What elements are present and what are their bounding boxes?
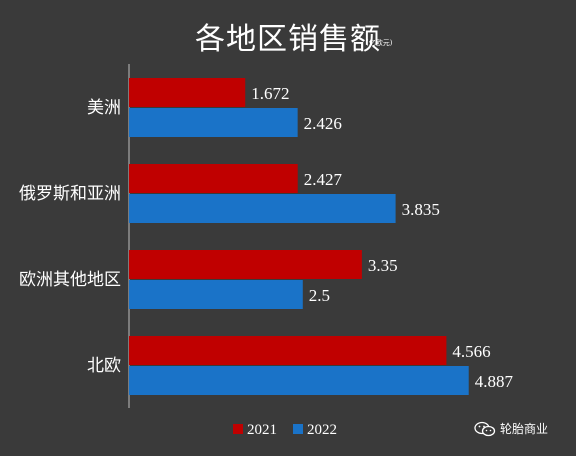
category-label: 美洲: [87, 98, 121, 118]
watermark: 轮胎商业: [474, 420, 548, 437]
bar-2021: [129, 78, 246, 107]
category-label: 北欧: [87, 356, 121, 376]
bar-2022: [129, 366, 469, 395]
data-label: 1.672: [251, 84, 289, 103]
chart-title: 各地区销售额: [195, 22, 381, 57]
data-label: 3.835: [402, 200, 440, 219]
bar-2021: [129, 250, 362, 279]
chart-unit: (亿欧元): [366, 39, 393, 47]
data-label: 4.566: [452, 342, 490, 361]
watermark-text: 轮胎商业: [500, 422, 549, 436]
data-label: 2.5: [309, 286, 330, 305]
data-label: 2.427: [304, 170, 343, 189]
data-label: 4.887: [475, 372, 514, 391]
bar-2022: [129, 280, 303, 309]
legend-label-2021: 2021: [247, 422, 277, 438]
data-label: 2.426: [304, 114, 342, 133]
bar-2022: [129, 108, 298, 137]
category-label: 俄罗斯和亚洲: [19, 184, 121, 204]
bar-2022: [129, 194, 396, 223]
wechat-icon: [474, 421, 496, 436]
legend-label-2022: 2022: [307, 422, 337, 438]
bar-2021: [129, 336, 447, 365]
category-label: 欧洲其他地区: [19, 270, 121, 290]
legend-swatch-2022: [293, 424, 303, 434]
legend-swatch-2021: [233, 424, 243, 434]
bar-2021: [129, 164, 298, 193]
data-label: 3.35: [368, 256, 398, 275]
